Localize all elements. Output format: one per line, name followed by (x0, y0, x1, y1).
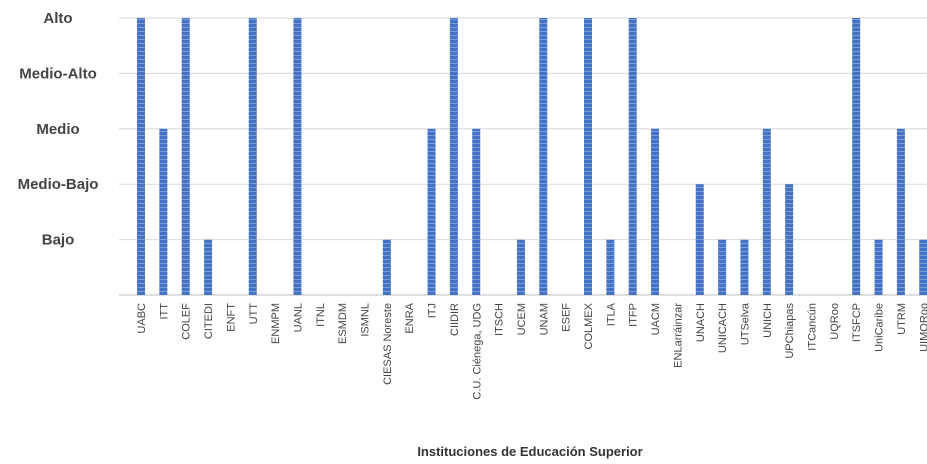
x-tick-label: UniCaribe (874, 303, 886, 352)
bar (785, 184, 794, 295)
bar (718, 239, 727, 295)
y-axis-labels: Bajo Medio-Bajo Medio Medio-Alto Alto (18, 10, 99, 249)
x-tick-label: ISMNL (360, 303, 372, 337)
x-tick-label: ITNL (315, 303, 327, 327)
x-tick-label: C.U. Ciénega, UDG (471, 303, 483, 400)
bar (293, 18, 302, 295)
x-axis-tick-labels: UABC ITT COLEF CITEDI ENFT UTT ENMPM UANL ITNL ES… (136, 302, 927, 399)
y-level-label: Medio-Bajo (18, 176, 99, 193)
x-tick-label: ESMDM (337, 303, 349, 344)
x-tick-label: CIESAS Noreste (382, 303, 394, 385)
x-tick-label: UPChiapas (784, 303, 796, 359)
bar (740, 239, 749, 295)
x-tick-label: UNICH (762, 303, 774, 338)
y-level-label: Bajo (42, 232, 75, 249)
bar (651, 128, 660, 295)
bar (449, 18, 458, 295)
bar (539, 18, 548, 295)
x-tick-label: ITSFCP (851, 303, 863, 342)
x-tick-label: ENFT (225, 303, 237, 332)
y-level-label: Medio (36, 121, 79, 138)
x-tick-label: ESEF (561, 303, 573, 332)
x-tick-label: ENMPM (270, 303, 282, 344)
x-tick-label: ENLarráinzar (672, 303, 684, 368)
x-tick-label: UIMQRoo (918, 303, 927, 352)
bar (427, 128, 436, 295)
bar (852, 18, 861, 295)
x-tick-label: UNICACH (717, 303, 729, 353)
bar (181, 18, 190, 295)
bar (606, 239, 615, 295)
bar (137, 18, 145, 295)
x-tick-label: ITFP (628, 303, 640, 327)
x-tick-label: UACM (650, 303, 662, 335)
bar (919, 239, 927, 295)
x-tick-label: ITJ (427, 303, 439, 318)
x-tick-label: UANL (292, 303, 304, 332)
x-tick-label: ITCancún (807, 303, 819, 351)
bar (159, 128, 168, 295)
x-axis-title: Instituciones de Educación Superior (417, 444, 642, 459)
bar (584, 18, 592, 295)
x-tick-label: CITEDI (203, 303, 215, 339)
x-tick-label: UNAM (538, 303, 550, 335)
x-tick-label: UNACH (695, 303, 707, 342)
x-tick-label: UCEM (516, 303, 528, 335)
bar (628, 18, 637, 295)
bar (472, 128, 481, 295)
x-tick-label: UTRM (896, 303, 908, 335)
x-tick-label: UQRoo (829, 303, 841, 340)
bar (762, 128, 771, 295)
bar (516, 239, 525, 295)
x-tick-label: ITSCH (494, 303, 506, 336)
bar (695, 184, 704, 295)
y-level-label: Alto (43, 10, 72, 27)
bar (896, 128, 905, 295)
x-tick-label: COLMEX (583, 302, 595, 349)
x-tick-label: UTSelva (739, 302, 751, 345)
x-tick-label: ENRA (404, 302, 416, 333)
x-tick-label: COLEF (181, 303, 193, 340)
x-tick-label: UABC (136, 303, 148, 334)
bar (382, 239, 391, 295)
y-level-label: Medio-Alto (19, 65, 96, 82)
bar (204, 239, 213, 295)
bars (137, 18, 927, 295)
x-tick-label: ITLA (605, 302, 617, 326)
bar (248, 18, 257, 295)
x-tick-label: UTT (248, 303, 260, 325)
x-tick-label: ITT (158, 303, 170, 320)
x-tick-label: CIIDIR (449, 303, 461, 336)
bar (874, 239, 883, 295)
